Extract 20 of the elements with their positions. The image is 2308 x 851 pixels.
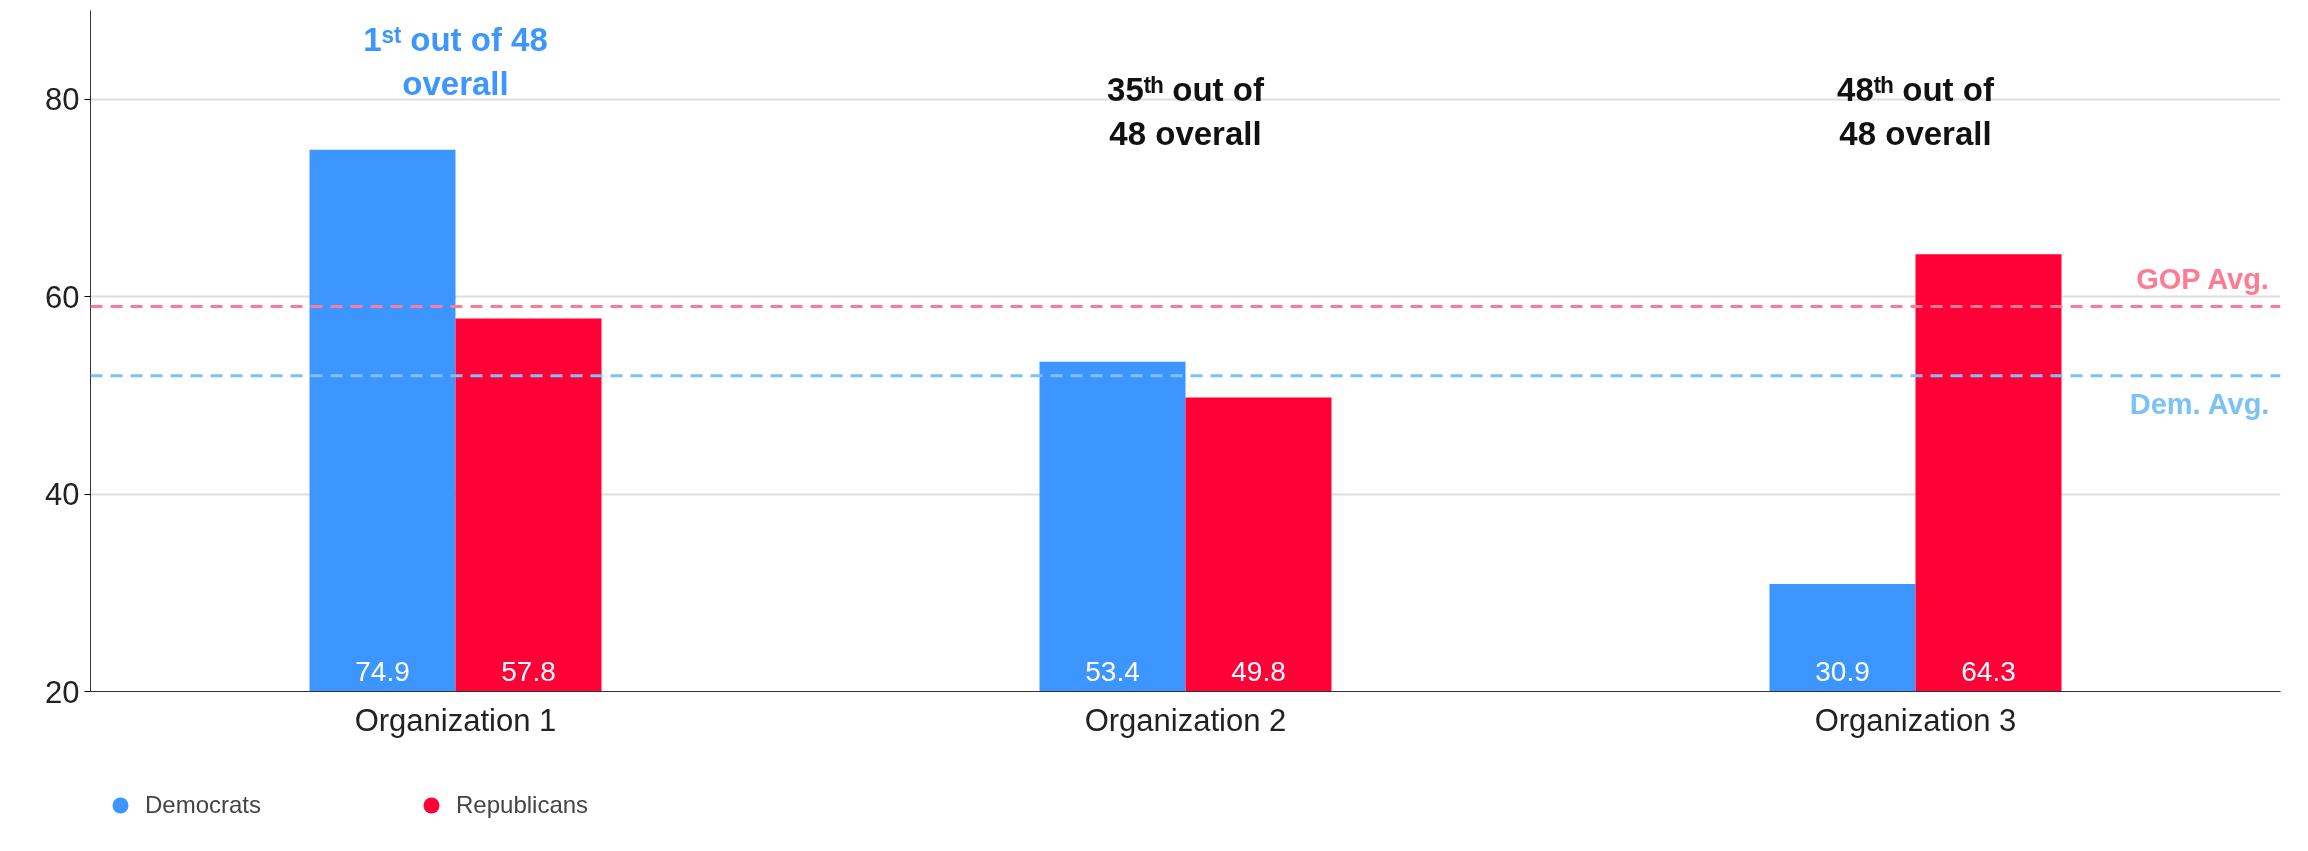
x-tick-label: Organization 3 [1814,702,2017,738]
data-label: 53.4 [1085,656,1140,688]
legend-label: Democrats [145,791,262,819]
y-tick-label: 40 [45,477,80,513]
annotation: 1ˢᵗ out of 48 overall [363,20,548,102]
data-label: 49.8 [1231,656,1286,688]
ref-line-label: Dem. Avg. [2129,387,2270,420]
x-tick-label: Organization 1 [354,702,557,738]
y-tick-label: 80 [45,82,80,118]
data-label: 30.9 [1815,656,1870,688]
y-tick-label: 60 [45,279,80,315]
x-tick-label: Organization 2 [1084,702,1287,738]
annotation: 35ᵗʰ out of 48 overall [1107,70,1265,152]
ref-line-label: GOP Avg. [2136,262,2269,295]
legend-label: Republicans [456,791,589,819]
data-label: 64.3 [1961,656,2016,688]
data-label: 57.8 [501,656,556,688]
data-label: 74.9 [355,656,410,688]
y-tick-label: 20 [45,674,80,710]
annotation: 48ᵗʰ out of 48 overall [1837,70,1995,152]
